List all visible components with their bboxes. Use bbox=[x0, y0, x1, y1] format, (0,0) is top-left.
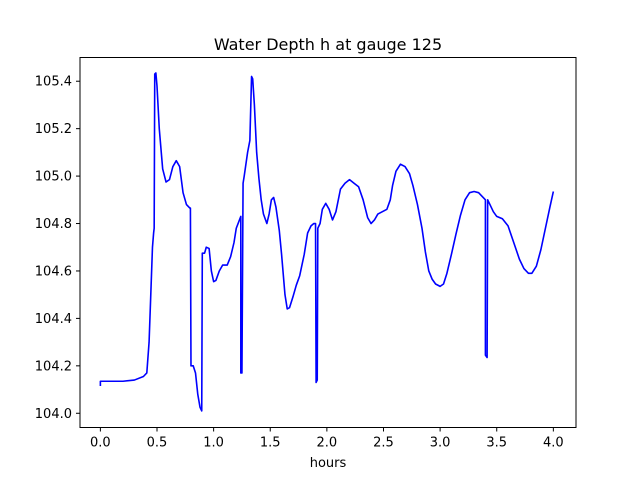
plot-frame bbox=[79, 57, 577, 428]
y-axis-ticks: 104.0 104.2 104.4 104.6 104.8 105.0 105.2 105.4 bbox=[35, 75, 80, 422]
x-tick-label: 2.5 bbox=[373, 436, 394, 451]
y-tick-label: 104.2 bbox=[35, 359, 72, 374]
series-line-0 bbox=[99, 72, 555, 412]
x-tick-label: 4.0 bbox=[543, 436, 564, 451]
y-tick-label: 104.4 bbox=[35, 312, 72, 327]
x-tick-label: 3.5 bbox=[486, 436, 507, 451]
y-tick-label: 105.2 bbox=[35, 122, 72, 137]
x-tick-label: 0.0 bbox=[90, 436, 111, 451]
x-tick-label: 1.5 bbox=[260, 436, 281, 451]
y-tick-label: 104.0 bbox=[35, 407, 72, 422]
x-tick-label: 1.0 bbox=[203, 436, 224, 451]
x-axis-label: hours bbox=[310, 456, 347, 471]
x-tick-label: 2.0 bbox=[317, 436, 338, 451]
plot-area bbox=[99, 72, 555, 412]
y-tick-label: 105.4 bbox=[35, 75, 72, 90]
x-tick-label: 3.0 bbox=[430, 436, 451, 451]
x-tick-label: 0.5 bbox=[147, 436, 168, 451]
y-tick-label: 105.0 bbox=[35, 170, 72, 185]
x-axis-ticks: 0.0 0.5 1.0 1.5 2.0 2.5 3.0 3.5 4.0 bbox=[90, 427, 564, 451]
chart-title: Water Depth h at gauge 125 bbox=[214, 35, 442, 54]
y-tick-label: 104.8 bbox=[35, 217, 72, 232]
y-tick-label: 104.6 bbox=[35, 264, 72, 279]
